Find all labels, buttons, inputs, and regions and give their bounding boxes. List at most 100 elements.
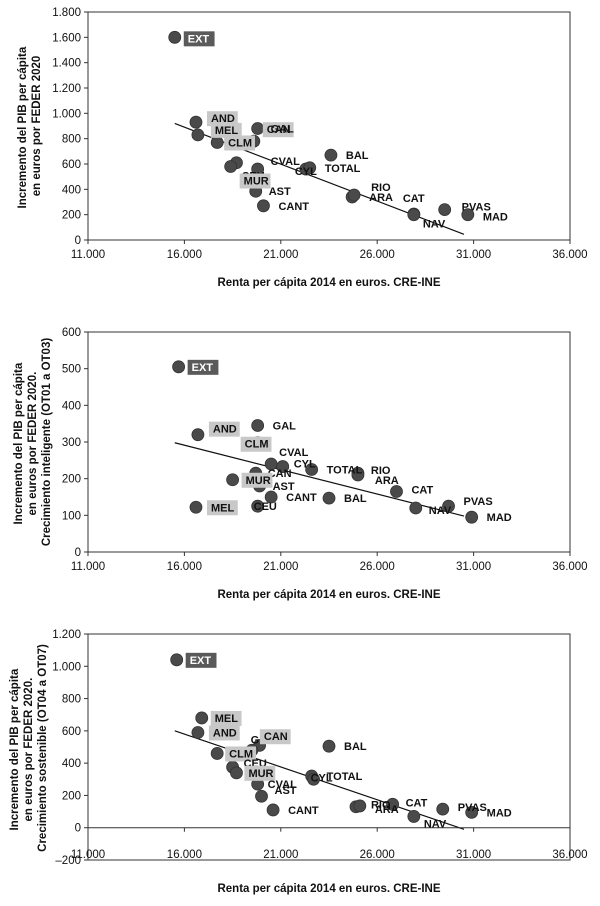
- label-box-can: [262, 122, 294, 138]
- label-box-clm: [240, 436, 272, 452]
- x-tick-label: 26.000: [360, 561, 395, 573]
- y-tick-label: 0: [75, 823, 81, 835]
- x-tick-label: 21.000: [263, 849, 298, 861]
- y-tick-label: 600: [62, 327, 81, 339]
- data-point-mad: [465, 805, 479, 819]
- scatter-chart-feder-intelligent: EXT AND CLM GAL CVAL CYL TOTAL RIO ARA CAN MUR AST C…: [0, 318, 600, 616]
- y-tick-label: 100: [62, 510, 81, 522]
- y-tick-label: 400: [62, 184, 81, 196]
- label-box-mur: [241, 472, 273, 488]
- data-point-pvas: [442, 499, 455, 513]
- data-point-ext: [170, 653, 184, 667]
- y-tick-label: 200: [62, 474, 81, 486]
- label-box-ext: [187, 359, 219, 375]
- point-label-cat: CAT: [411, 485, 433, 497]
- point-label-nav: NAV: [424, 818, 447, 830]
- point-label-cant: CANT: [288, 805, 319, 817]
- y-tick-label: 200: [62, 210, 81, 222]
- y-tick-label: 1.000: [52, 661, 81, 673]
- data-point-bal: [322, 739, 336, 753]
- data-point-nav: [409, 501, 423, 515]
- data-point-clm: [210, 747, 224, 760]
- data-point-mur: [230, 766, 243, 780]
- y-tick-label: 800: [62, 694, 81, 706]
- point-label-can: CAN: [264, 731, 288, 743]
- y-tick-label: 600: [62, 159, 81, 171]
- y-axis-title-line-2: en euros por FEDER 2020.: [23, 678, 35, 822]
- point-label-mel: MEL: [211, 502, 235, 514]
- data-point-mel: [195, 711, 209, 725]
- data-point-mur: [226, 473, 240, 487]
- x-tick-label: 16.000: [167, 849, 202, 861]
- data-point-cat: [386, 797, 400, 811]
- point-label-cat: CAT: [403, 193, 425, 205]
- x-tick-label: 31.000: [456, 849, 491, 861]
- x-tick-label: 36.000: [552, 249, 587, 261]
- y-tick-label: 1.200: [52, 629, 81, 641]
- point-label-ext: EXT: [188, 33, 210, 45]
- point-label-and: AND: [213, 727, 237, 739]
- point-label-nav: NAV: [429, 505, 452, 517]
- x-tick-label: 16.000: [167, 249, 202, 261]
- data-point-nav: [407, 810, 421, 823]
- point-label-ext: EXT: [190, 655, 212, 667]
- data-point-cant: [257, 199, 270, 213]
- data-point-mad: [465, 510, 479, 524]
- label-box-clm: [224, 135, 255, 151]
- y-tick-label: 1.600: [52, 32, 81, 44]
- point-label-pvas: PVAS: [464, 496, 493, 508]
- label-box-ext: [185, 652, 217, 668]
- point-label-cant: CANT: [286, 492, 317, 504]
- label-box-and: [206, 111, 238, 127]
- data-point-ext: [172, 360, 186, 374]
- point-label-clm: CLM: [228, 137, 252, 149]
- y-axis-title-line-2: en euros por FEDER 2020: [31, 56, 43, 197]
- label-box-mur: [244, 765, 276, 781]
- y-axis-title-line-1: Incremento del PIB per cápita: [17, 46, 29, 208]
- scatter-chart-feder-sustainable: EXTMELANDGALBALCLMCANCEUMURCVALTOTALCYLA…: [0, 622, 600, 906]
- label-box-mel: [210, 122, 242, 138]
- point-label-can: CAN: [267, 124, 291, 136]
- label-box-and: [208, 421, 240, 437]
- x-tick-label: 21.000: [263, 561, 298, 573]
- x-axis-title: Renta per cápita 2014 en euros. CRE-INE: [217, 277, 440, 289]
- plot-area-border: [87, 633, 571, 861]
- data-point-ara: [353, 799, 367, 813]
- data-point-mad: [461, 208, 475, 222]
- data-point-rio: [347, 188, 361, 202]
- data-point-cant: [264, 490, 278, 504]
- point-label-bal: BAL: [344, 493, 367, 505]
- label-box-ext: [183, 31, 215, 47]
- point-label-mur: MUR: [246, 475, 271, 487]
- point-label-ara: ARA: [369, 192, 393, 204]
- data-point-and: [191, 428, 205, 442]
- y-tick-label: 1.000: [52, 108, 81, 120]
- y-tick-label: 1.400: [52, 58, 81, 70]
- point-label-cyl: CYL: [294, 459, 316, 471]
- point-label-mel: MEL: [215, 125, 239, 137]
- data-point-cyl: [276, 460, 290, 473]
- point-label-can: CAN: [268, 468, 292, 480]
- x-tick-label: 16.000: [167, 561, 202, 573]
- data-point-cant: [266, 803, 280, 817]
- point-label-pvas: PVAS: [458, 802, 487, 814]
- y-tick-label: 400: [62, 758, 81, 770]
- x-tick-label: 36.000: [552, 849, 587, 861]
- point-label-total: TOTAL: [327, 771, 363, 783]
- y-tick-label: 500: [62, 364, 81, 376]
- point-label-total: TOTAL: [325, 163, 361, 175]
- y-axis-title: Incremento del PIB per cápita en euros p…: [9, 644, 49, 852]
- data-point-cyl: [307, 772, 320, 786]
- data-point-gal: [251, 122, 265, 135]
- data-point-bal: [324, 148, 338, 162]
- point-label-cyl: CYL: [311, 772, 333, 784]
- point-label-rio: RIO: [371, 182, 391, 194]
- data-point-and: [189, 115, 203, 129]
- point-label-cat: CAT: [406, 797, 428, 809]
- chart-svg: EXTMELANDGALBALCLMCANCEUMURCVALTOTALCYLA…: [9, 629, 588, 895]
- point-label-ara: ARA: [375, 804, 399, 816]
- x-tick-label: 31.000: [456, 249, 491, 261]
- point-label-mad: MAD: [487, 807, 512, 819]
- point-label-bal: BAL: [346, 150, 369, 162]
- point-label-cant: CANT: [278, 201, 309, 213]
